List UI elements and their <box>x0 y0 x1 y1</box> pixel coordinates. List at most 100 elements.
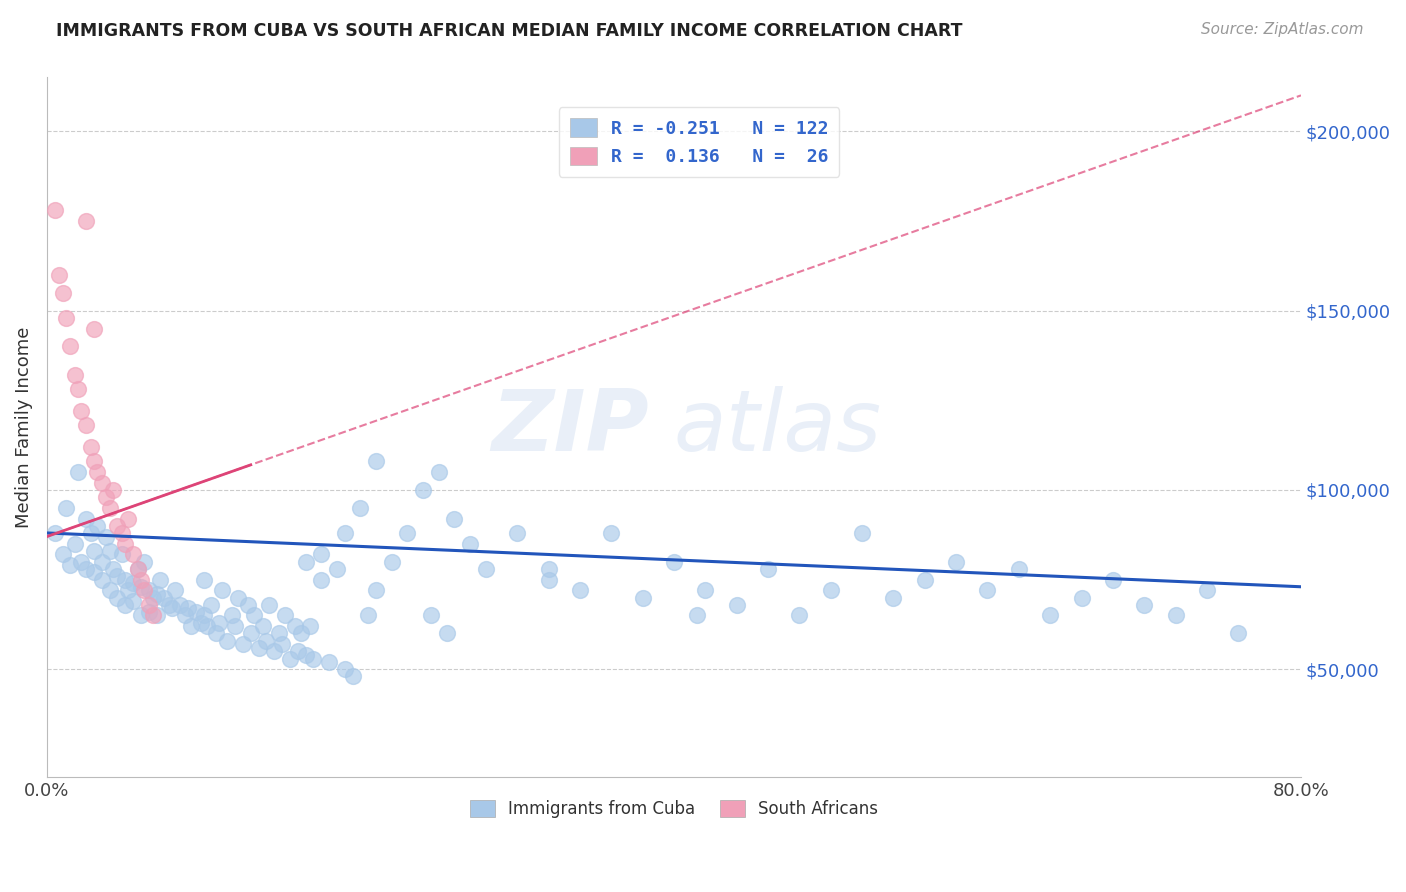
Point <box>318 655 340 669</box>
Text: Source: ZipAtlas.com: Source: ZipAtlas.com <box>1201 22 1364 37</box>
Y-axis label: Median Family Income: Median Family Income <box>15 326 32 528</box>
Point <box>396 525 419 540</box>
Point <box>180 619 202 633</box>
Text: ZIP: ZIP <box>491 385 648 468</box>
Point <box>127 562 149 576</box>
Point <box>63 368 86 383</box>
Point <box>364 583 387 598</box>
Point <box>568 583 591 598</box>
Point <box>83 566 105 580</box>
Point <box>475 562 498 576</box>
Point <box>427 465 450 479</box>
Point <box>96 530 118 544</box>
Point <box>820 583 842 598</box>
Point <box>83 321 105 335</box>
Point <box>48 268 70 282</box>
Point <box>165 583 187 598</box>
Point <box>252 619 274 633</box>
Point <box>208 615 231 630</box>
Point <box>153 591 176 605</box>
Point <box>1195 583 1218 598</box>
Point <box>122 594 145 608</box>
Point <box>309 548 332 562</box>
Point <box>232 637 254 651</box>
Point <box>1039 608 1062 623</box>
Point <box>86 518 108 533</box>
Point <box>51 548 73 562</box>
Point <box>70 555 93 569</box>
Point <box>290 626 312 640</box>
Point <box>333 525 356 540</box>
Point <box>302 651 325 665</box>
Point <box>333 662 356 676</box>
Point <box>631 591 654 605</box>
Point <box>157 598 180 612</box>
Point <box>75 418 97 433</box>
Point <box>111 548 134 562</box>
Point <box>90 573 112 587</box>
Point <box>267 626 290 640</box>
Point <box>1227 626 1250 640</box>
Point <box>976 583 998 598</box>
Point <box>90 475 112 490</box>
Point <box>111 525 134 540</box>
Point <box>725 598 748 612</box>
Point <box>190 615 212 630</box>
Point <box>200 598 222 612</box>
Point <box>412 483 434 497</box>
Point <box>600 525 623 540</box>
Point <box>149 573 172 587</box>
Point <box>443 511 465 525</box>
Point <box>236 598 259 612</box>
Point <box>129 608 152 623</box>
Point <box>80 440 103 454</box>
Point <box>1102 573 1125 587</box>
Point <box>851 525 873 540</box>
Point <box>138 605 160 619</box>
Point <box>1070 591 1092 605</box>
Point <box>107 569 129 583</box>
Point <box>945 555 967 569</box>
Point <box>274 608 297 623</box>
Point <box>132 583 155 598</box>
Point <box>75 214 97 228</box>
Point <box>271 637 294 651</box>
Point <box>51 285 73 300</box>
Point <box>114 598 136 612</box>
Point <box>142 608 165 623</box>
Point <box>294 648 316 662</box>
Point <box>44 203 66 218</box>
Point <box>239 626 262 640</box>
Point <box>59 558 82 573</box>
Point <box>83 454 105 468</box>
Point <box>173 608 195 623</box>
Point <box>537 573 560 587</box>
Point <box>117 511 139 525</box>
Point <box>83 544 105 558</box>
Point <box>349 500 371 515</box>
Point <box>1008 562 1031 576</box>
Point <box>75 562 97 576</box>
Point <box>882 591 904 605</box>
Point <box>44 525 66 540</box>
Text: atlas: atlas <box>673 385 882 468</box>
Point <box>55 310 77 325</box>
Point <box>75 511 97 525</box>
Point <box>195 619 218 633</box>
Point <box>96 490 118 504</box>
Point <box>342 669 364 683</box>
Point <box>127 562 149 576</box>
Point <box>145 608 167 623</box>
Point <box>145 587 167 601</box>
Point <box>364 454 387 468</box>
Point <box>129 580 152 594</box>
Point <box>662 555 685 569</box>
Point <box>169 598 191 612</box>
Point <box>226 591 249 605</box>
Point <box>59 339 82 353</box>
Point <box>436 626 458 640</box>
Point <box>299 619 322 633</box>
Point <box>381 555 404 569</box>
Point <box>98 583 121 598</box>
Point <box>98 500 121 515</box>
